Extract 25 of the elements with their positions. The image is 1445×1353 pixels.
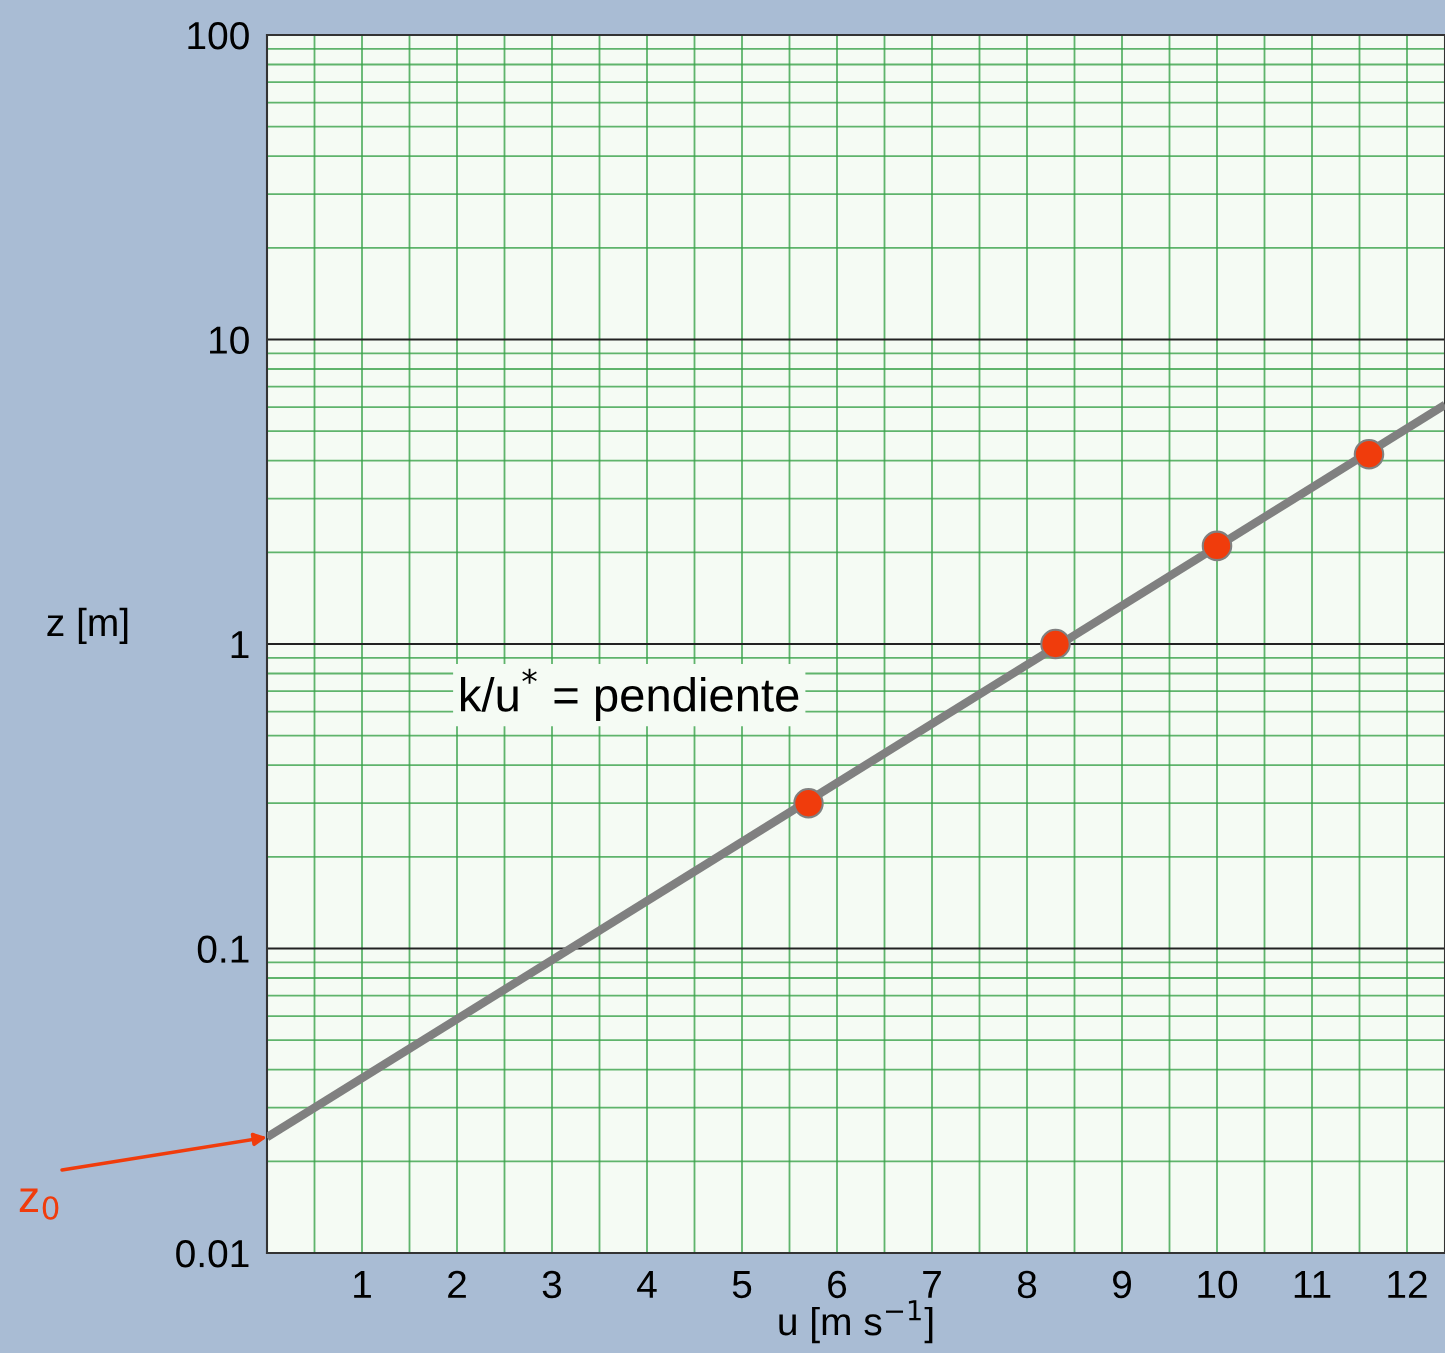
- x-tick-label: 4: [637, 1271, 657, 1298]
- x-tick-label: 6: [828, 1270, 847, 1299]
- x-tick-label: 1: [354, 1271, 371, 1298]
- point: [1353, 438, 1385, 470]
- point: [1040, 628, 1071, 660]
- x-tick-label: 11: [1294, 1271, 1331, 1298]
- y-tick-label: 0.1: [197, 935, 249, 963]
- y-tick-label: 1: [231, 631, 249, 659]
- x-tick-label: 8: [1017, 1270, 1037, 1299]
- x-tick-label: 3: [542, 1270, 562, 1299]
- x-tick-label: 5: [732, 1271, 752, 1299]
- y-tick-label: 10: [210, 326, 249, 354]
- annotation: k/u$^{*}$ = pendiente: [461, 668, 799, 722]
- y-tick-label: 100: [188, 21, 249, 50]
- text: z$_{0}$: [19, 1188, 59, 1220]
- y-axis-title: z [m]: [47, 607, 128, 644]
- x-axis-title: u [m s$^{−1}$]: [779, 1300, 933, 1344]
- point: [1201, 530, 1233, 562]
- x-tick-label: 7: [923, 1271, 941, 1298]
- x-tick-label: 10: [1198, 1270, 1238, 1299]
- x-tick-label: 12: [1388, 1270, 1427, 1298]
- x-tick-label: 2: [448, 1270, 466, 1298]
- y-tick-label: 0.01: [176, 1239, 249, 1268]
- x-tick-label: 9: [1113, 1270, 1131, 1299]
- point: [793, 787, 824, 819]
